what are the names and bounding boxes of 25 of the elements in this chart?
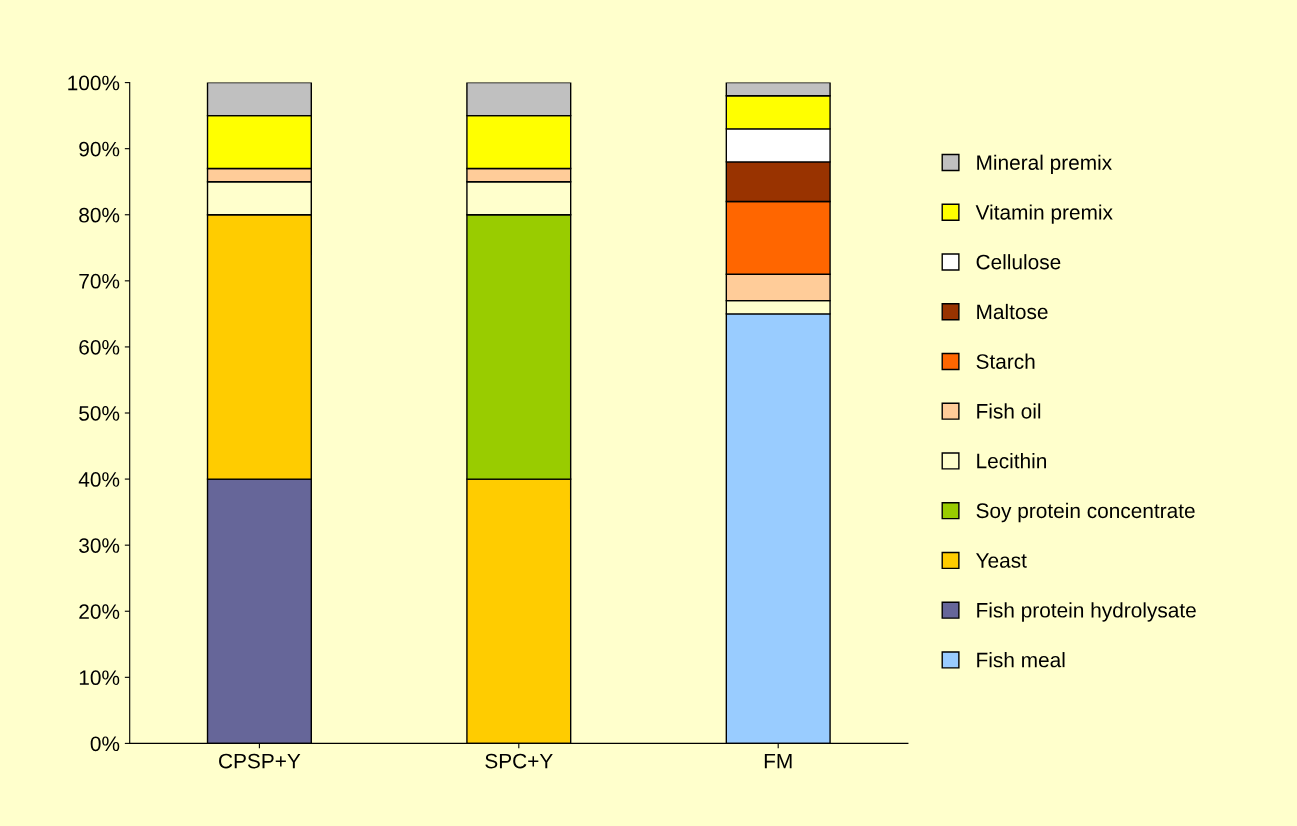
y-tick-label: 50% bbox=[79, 406, 120, 421]
y-tick-label: 0% bbox=[90, 736, 120, 752]
legend-label: Cellulose bbox=[976, 254, 1061, 270]
legend-label: Fish meal bbox=[977, 652, 1065, 668]
legend-label: Lecithin bbox=[977, 453, 1046, 469]
y-tick-label: 90% bbox=[79, 141, 120, 157]
x-tick-label: CPSP+Y bbox=[219, 753, 301, 769]
y-tick-label: 60% bbox=[79, 339, 120, 355]
y-tick-label: 80% bbox=[79, 207, 120, 223]
y-tick-label: 40% bbox=[78, 472, 120, 487]
legend-label: Yeast bbox=[976, 553, 1027, 568]
y-tick-label: 10% bbox=[79, 670, 120, 686]
legend-label: Mineral premix bbox=[977, 154, 1112, 175]
y-tick-label: 30% bbox=[79, 538, 120, 553]
legend-label: Vitamin premix bbox=[975, 204, 1113, 224]
legend-label: Fish oil bbox=[977, 403, 1041, 419]
y-tick-label: 70% bbox=[79, 273, 120, 289]
legend-label: Starch bbox=[976, 353, 1035, 369]
y-tick-label: 100% bbox=[68, 75, 120, 91]
x-tick-label: SPC+Y bbox=[485, 753, 553, 769]
legend-label: Fish protein hydrolysate bbox=[977, 602, 1196, 622]
legend-label: Soy protein concentrate bbox=[976, 502, 1195, 523]
legend-label: Maltose bbox=[977, 303, 1048, 320]
y-tick-label: 20% bbox=[79, 604, 120, 619]
x-tick-label: FM bbox=[764, 753, 792, 769]
